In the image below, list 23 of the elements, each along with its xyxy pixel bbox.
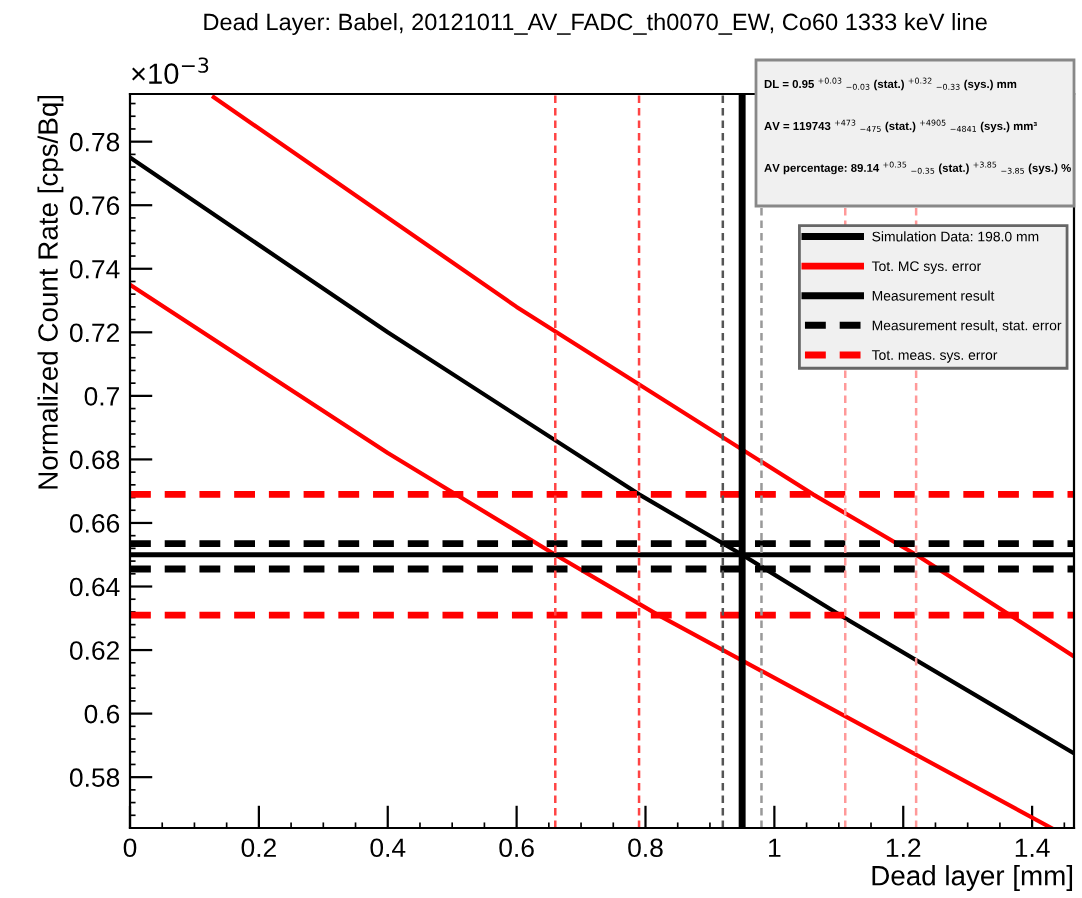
chart-title: Dead Layer: Babel, 20121011_AV_FADC_th0070_EW, Co60 1333 keV line [204, 13, 987, 35]
x-tick-label: 1.4 [1015, 838, 1050, 857]
x-tick-label: 0.2 [241, 838, 276, 858]
x-tick-label: 0.6 [499, 838, 534, 858]
y-axis-title: Normalized Count Rate [cps/Bq] [37, 95, 64, 489]
y-tick-label: 0.58 [69, 768, 120, 787]
y-tick-label: 0.78 [69, 132, 120, 152]
y-tick-label: 0.6 [84, 704, 120, 724]
x-tick-label: 1 [769, 838, 781, 857]
y-tick-label: 0.68 [69, 450, 120, 470]
y-tick-label: 0.62 [69, 641, 119, 660]
x-tick-label: 0 [123, 838, 137, 858]
y-tick-label: 0.76 [69, 196, 120, 216]
y-tick-label: 0.64 [69, 577, 120, 597]
y-tick-label: 0.74 [69, 259, 120, 279]
x-axis-title: Dead layer [mm] [872, 865, 1073, 891]
x-tick-label: 0.4 [370, 838, 406, 858]
y-tick-label: 0.7 [84, 387, 119, 406]
text: ×10$^{−3}$ [132, 57, 209, 85]
y-tick-label: 0.72 [69, 323, 119, 343]
x-tick-label: 1.2 [886, 838, 921, 857]
y-tick-label: 0.66 [69, 514, 120, 533]
x-tick-label: 0.8 [628, 838, 663, 858]
